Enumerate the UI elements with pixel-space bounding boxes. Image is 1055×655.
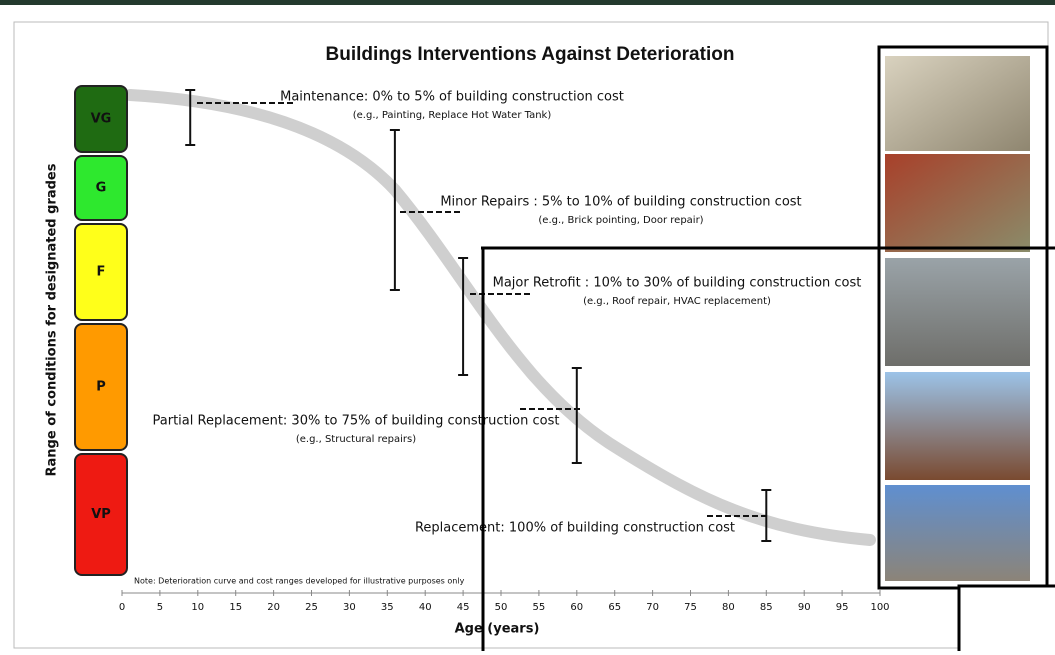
x-tick-label: 90 bbox=[798, 602, 811, 613]
x-tick-label: 100 bbox=[870, 602, 889, 613]
overlay-box bbox=[957, 584, 1055, 655]
x-tick-label: 15 bbox=[229, 602, 242, 613]
x-tick-label: 45 bbox=[457, 602, 470, 613]
grade-box bbox=[74, 85, 128, 153]
grade-box bbox=[74, 453, 128, 576]
photo bbox=[885, 372, 1030, 480]
intervention-example: (e.g., Brick pointing, Door repair) bbox=[538, 215, 703, 226]
note: Note: Deterioration curve and cost range… bbox=[134, 577, 465, 586]
x-tick-label: 75 bbox=[684, 602, 697, 613]
error-bar bbox=[458, 257, 469, 376]
error-bar bbox=[185, 89, 196, 146]
x-tick-label: 20 bbox=[267, 602, 280, 613]
intervention-label: Replacement: 100% of building constructi… bbox=[415, 521, 735, 536]
photo bbox=[885, 258, 1030, 366]
title: Buildings Interventions Against Deterior… bbox=[326, 44, 735, 65]
deterioration-curve bbox=[124, 89, 876, 546]
grade-label: P bbox=[96, 380, 106, 395]
panel bbox=[13, 21, 1049, 649]
x-tick-label: 85 bbox=[760, 602, 773, 613]
x-tick-label: 5 bbox=[157, 602, 163, 613]
grade-label: F bbox=[97, 265, 106, 280]
grade-label: G bbox=[96, 181, 107, 196]
error-bar bbox=[761, 489, 772, 542]
intervention-label: Major Retrofit : 10% to 30% of building … bbox=[493, 276, 862, 291]
x-tick-label: 95 bbox=[836, 602, 849, 613]
x-tick-label: 25 bbox=[305, 602, 318, 613]
intervention-label: Partial Replacement: 30% to 75% of build… bbox=[153, 414, 560, 429]
top-bar bbox=[0, 0, 1055, 5]
grade-label: VG bbox=[91, 112, 112, 127]
error-bar bbox=[389, 129, 400, 291]
x-tick-label: 0 bbox=[119, 602, 125, 613]
intervention-label: Maintenance: 0% to 5% of building constr… bbox=[280, 90, 624, 105]
error-bar bbox=[571, 367, 582, 464]
intervention-label: Minor Repairs : 5% to 10% of building co… bbox=[440, 195, 801, 210]
x-tick-label: 50 bbox=[495, 602, 508, 613]
x-tick-label: 60 bbox=[570, 602, 583, 613]
grade-label: VP bbox=[91, 507, 111, 522]
y-axis-label: Range of conditions for designated grade… bbox=[45, 163, 60, 476]
grade-box bbox=[74, 323, 128, 451]
grade-box bbox=[74, 223, 128, 321]
marks: 0 5 10 15 20 25 30 35 40 45 50 55 60 65 70 75 80 85 90 95 10… bbox=[74, 85, 890, 613]
photo bbox=[885, 154, 1030, 252]
grade-box bbox=[74, 155, 128, 221]
x-tick-label: 55 bbox=[533, 602, 546, 613]
x-tick-label: 30 bbox=[343, 602, 356, 613]
x-tick-label: 10 bbox=[191, 602, 204, 613]
x-axis-label: Age (years) bbox=[455, 622, 540, 637]
x-tick-label: 70 bbox=[646, 602, 659, 613]
x-tick-label: 40 bbox=[419, 602, 432, 613]
x-tick-label: 80 bbox=[722, 602, 735, 613]
photo bbox=[885, 56, 1030, 151]
intervention-example: (e.g., Structural repairs) bbox=[296, 434, 416, 445]
photo bbox=[885, 485, 1030, 581]
intervention-example: (e.g., Roof repair, HVAC replacement) bbox=[583, 296, 771, 307]
x-tick-label: 35 bbox=[381, 602, 394, 613]
x-tick-label: 65 bbox=[608, 602, 621, 613]
intervention-example: (e.g., Painting, Replace Hot Water Tank) bbox=[353, 110, 552, 121]
photos bbox=[877, 45, 1049, 590]
